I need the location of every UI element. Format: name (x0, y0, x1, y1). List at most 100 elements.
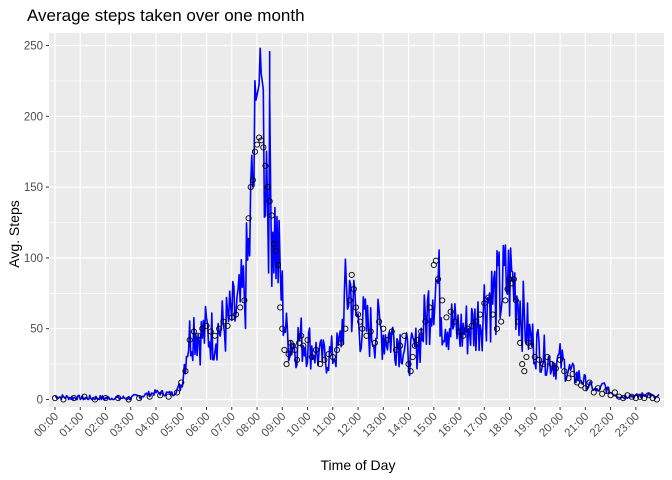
data-point (355, 311, 362, 318)
data-point (578, 382, 585, 389)
data-point (443, 314, 450, 321)
data-point (312, 346, 320, 353)
data-point (376, 318, 383, 325)
data-point (260, 144, 267, 151)
plot-panel (49, 33, 664, 407)
data-point (512, 297, 519, 304)
data-point (464, 325, 471, 332)
data-point (582, 385, 589, 392)
data-point (275, 261, 282, 269)
data-point (502, 297, 509, 304)
data-point (268, 212, 275, 219)
data-point (367, 328, 374, 335)
data-point (178, 379, 185, 386)
data-point (338, 339, 345, 346)
data-point (281, 346, 288, 353)
data-point (565, 375, 572, 382)
data-point (472, 318, 479, 325)
data-point (540, 361, 547, 368)
data-point (146, 393, 153, 400)
data-point (291, 346, 298, 353)
data-point (637, 393, 644, 400)
data-point (434, 276, 442, 283)
data-point (224, 322, 231, 329)
data-point (392, 346, 399, 353)
data-point (325, 351, 332, 358)
data-point (447, 308, 454, 315)
chart-title: Average steps taken over one month (27, 6, 305, 25)
data-point (296, 339, 303, 346)
y-tick-label: 150 (24, 182, 43, 194)
data-point (510, 276, 517, 283)
data-point (216, 325, 223, 332)
data-point (557, 356, 564, 363)
data-point (649, 395, 656, 402)
data-point (220, 318, 227, 325)
data-point (157, 392, 164, 399)
data-point (481, 300, 488, 307)
data-point (203, 322, 210, 329)
data-point (333, 346, 341, 353)
data-point (350, 286, 357, 293)
data-point (371, 339, 378, 346)
data-point (264, 184, 271, 191)
data-point (514, 318, 522, 325)
data-point (590, 389, 597, 396)
data-point (262, 162, 269, 169)
data-point (388, 328, 395, 335)
data-point (308, 353, 315, 361)
data-point (266, 198, 273, 205)
series-points-layer (51, 134, 660, 403)
data-point (190, 328, 197, 335)
data-point (182, 368, 189, 375)
data-point (573, 379, 580, 386)
data-point (418, 328, 425, 335)
data-point (348, 271, 355, 278)
data-point (277, 304, 284, 311)
data-point (380, 325, 387, 332)
data-point (460, 332, 467, 339)
data-point (199, 325, 206, 332)
data-point (498, 318, 505, 325)
data-point (599, 390, 606, 397)
y-tick-label: 250 (24, 41, 43, 53)
data-point (535, 356, 543, 363)
data-point (237, 304, 244, 311)
data-point (426, 304, 433, 311)
data-point (517, 339, 524, 346)
data-point (451, 318, 458, 325)
data-point (174, 389, 181, 396)
data-point (253, 141, 261, 148)
data-point (279, 325, 286, 332)
data-point (352, 304, 359, 311)
data-point (346, 297, 353, 304)
y-axis-title: Avg. Steps (6, 200, 22, 267)
data-point (70, 395, 77, 402)
data-point (125, 396, 132, 403)
data-point (405, 361, 412, 368)
data-point (91, 396, 99, 403)
data-point (531, 353, 538, 361)
y-tick-label: 200 (24, 111, 43, 123)
x-axis-title: Time of Day (321, 457, 396, 473)
data-point (594, 385, 602, 392)
y-tick-label: 100 (24, 253, 43, 265)
data-point (407, 368, 414, 375)
data-point (241, 297, 248, 304)
data-point (489, 311, 496, 318)
series-line (54, 47, 660, 401)
data-point (439, 297, 446, 304)
data-point (504, 286, 511, 293)
data-point (456, 328, 463, 335)
data-point (653, 396, 660, 403)
data-point (51, 395, 59, 402)
data-point (548, 361, 555, 368)
data-point (409, 353, 416, 361)
data-point (611, 389, 618, 396)
data-point (607, 392, 614, 399)
data-point (645, 392, 652, 399)
data-point (186, 336, 193, 344)
data-point (102, 395, 109, 402)
data-point (615, 393, 623, 400)
data-point (624, 392, 631, 399)
